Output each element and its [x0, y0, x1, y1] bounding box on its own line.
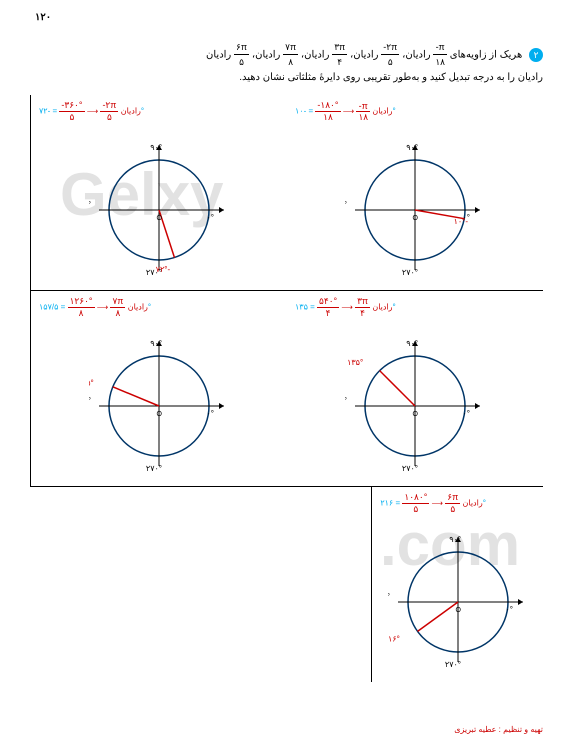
grid-row: رادیان ۶π۵ ⟶ ۱۰۸۰°۵ = ۲۱۶° ۹۰° ۰° ۲۷۰° ۱…	[30, 487, 543, 682]
page-number: ۱۲۰	[35, 12, 51, 23]
svg-text:O: O	[413, 411, 419, 418]
question-header: ۲ هریک از زاویه‌های -π۱۸ رادیان، -۲π۵ را…	[30, 40, 543, 86]
unit-circle: ۹۰° ۰° ۲۷۰° ۱۸۰° O ۲۱۶°	[388, 532, 528, 672]
svg-text:۹۰°: ۹۰°	[150, 339, 162, 348]
svg-text:۹۰°: ۹۰°	[449, 535, 461, 544]
svg-text:-۱۰°: -۱۰°	[454, 217, 469, 226]
diagram-grid: رادیان -π۱۸ ⟶ -۱۸۰°۱۸ = -۱۰° ۹۰° ۰° ۲۷۰°…	[30, 95, 543, 712]
angle-frac-4: ۷π۸	[283, 40, 298, 70]
svg-text:۹۰°: ۹۰°	[406, 339, 418, 348]
radian-label: رادیان	[405, 50, 430, 61]
grid-row: رادیان ۳π۴ ⟶ ۵۴۰°۴ = ۱۳۵° ۹۰° ۰° ۲۷۰° ۱۸…	[30, 291, 543, 487]
question-text: هریک از زاویه‌های	[450, 50, 522, 61]
unit-circle: ۹۰° ۰° ۲۷۰° ۱۸۰° O -۷۲°	[89, 140, 229, 280]
svg-text:۰°: ۰°	[207, 213, 215, 222]
svg-text:۱۳۵°: ۱۳۵°	[347, 358, 363, 367]
unit-circle: ۹۰° ۰° ۲۷۰° ۱۸۰° O ۱۳۵°	[345, 336, 485, 476]
grid-row: رادیان -π۱۸ ⟶ -۱۸۰°۱۸ = -۱۰° ۹۰° ۰° ۲۷۰°…	[30, 95, 543, 291]
unit-circle: ۹۰° ۰° ۲۷۰° ۱۸۰° O -۱۰°	[345, 140, 485, 280]
calculation-line: رادیان -۲π۵ ⟶ -۳۶۰°۵ = -۷۲°	[39, 100, 144, 123]
diagram-cell: رادیان ۶π۵ ⟶ ۱۰۸۰°۵ = ۲۱۶° ۹۰° ۰° ۲۷۰° ۱…	[371, 487, 543, 682]
svg-text:-۷۲°: -۷۲°	[156, 265, 171, 274]
angle-frac-2: -۲π۵	[381, 40, 399, 70]
svg-text:۱۸۰°: ۱۸۰°	[345, 396, 347, 405]
calculation-line: رادیان ۶π۵ ⟶ ۱۰۸۰°۵ = ۲۱۶°	[380, 492, 486, 515]
angle-frac-1: -π۱۸	[433, 40, 447, 70]
radian-label: رادیان	[353, 50, 378, 61]
svg-text:۰°: ۰°	[463, 409, 471, 418]
svg-text:۱۸۰°: ۱۸۰°	[89, 200, 91, 209]
radian-label: رادیان	[304, 50, 329, 61]
svg-text:۱۵۷/۵°: ۱۵۷/۵°	[89, 378, 94, 387]
footer-credit: تهیه و تنظیم : عطیه تبریزی	[454, 725, 543, 734]
angle-frac-5: ۶π۵	[234, 40, 249, 70]
svg-text:۲۷۰°: ۲۷۰°	[445, 660, 461, 669]
radian-label: رادیان	[255, 50, 280, 61]
calculation-line: رادیان ۳π۴ ⟶ ۵۴۰°۴ = ۱۳۵°	[295, 296, 396, 319]
unit-circle: ۹۰° ۰° ۲۷۰° ۱۸۰° O ۱۵۷/۵°	[89, 336, 229, 476]
diagram-cell: رادیان ۷π۸ ⟶ ۱۲۶۰°۸ = ۱۵۷/۵° ۹۰° ۰° ۲۷۰°…	[30, 291, 287, 486]
svg-text:۹۰°: ۹۰°	[150, 143, 162, 152]
calculation-line: رادیان -π۱۸ ⟶ -۱۸۰°۱۸ = -۱۰°	[295, 100, 396, 123]
svg-text:۱۸۰°: ۱۸۰°	[388, 592, 390, 601]
svg-text:O: O	[157, 411, 163, 418]
diagram-cell: رادیان -۲π۵ ⟶ -۳۶۰°۵ = -۷۲° ۹۰° ۰° ۲۷۰° …	[30, 95, 287, 290]
svg-text:O: O	[455, 607, 461, 614]
question-num-circle: ۲	[529, 48, 543, 62]
svg-text:O: O	[413, 215, 419, 222]
svg-text:O: O	[157, 215, 163, 222]
diagram-cell: رادیان -π۱۸ ⟶ -۱۸۰°۱۸ = -۱۰° ۹۰° ۰° ۲۷۰°…	[287, 95, 543, 290]
svg-text:۲۷۰°: ۲۷۰°	[146, 464, 162, 473]
svg-text:۲۱۶°: ۲۱۶°	[388, 634, 400, 643]
angle-frac-3: ۳π۴	[332, 40, 347, 70]
svg-text:۹۰°: ۹۰°	[406, 143, 418, 152]
svg-text:۱۸۰°: ۱۸۰°	[345, 200, 347, 209]
svg-text:۰°: ۰°	[505, 605, 513, 614]
question-text-2: رادیان را به درجه تبدیل کنید و به‌طور تق…	[239, 72, 543, 83]
svg-text:۰°: ۰°	[207, 409, 215, 418]
radian-label: رادیان	[206, 50, 231, 61]
svg-text:۱۸۰°: ۱۸۰°	[89, 396, 91, 405]
svg-text:۲۷۰°: ۲۷۰°	[402, 268, 418, 277]
diagram-cell: رادیان ۳π۴ ⟶ ۵۴۰°۴ = ۱۳۵° ۹۰° ۰° ۲۷۰° ۱۸…	[287, 291, 543, 486]
calculation-line: رادیان ۷π۸ ⟶ ۱۲۶۰°۸ = ۱۵۷/۵°	[39, 296, 151, 319]
svg-text:۲۷۰°: ۲۷۰°	[402, 464, 418, 473]
